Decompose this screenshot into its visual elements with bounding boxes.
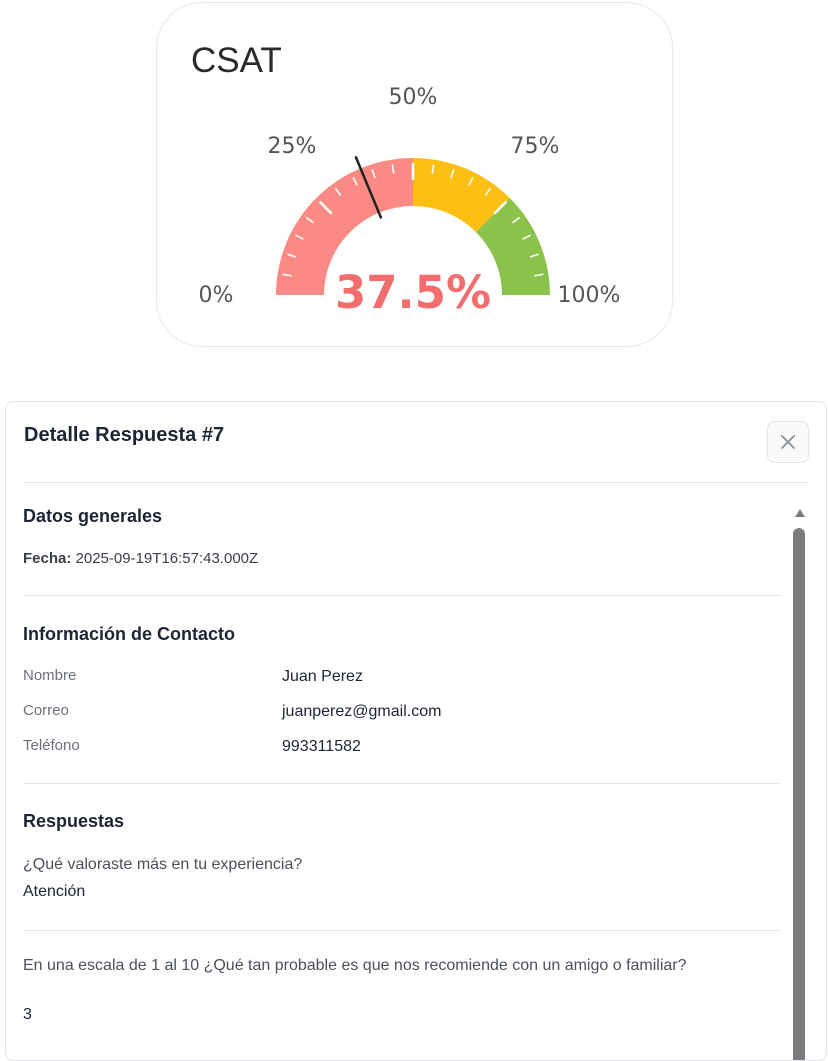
question-text: ¿Qué valoraste más en tu experiencia? — [23, 856, 303, 873]
gauge-labels: 0% 25% 50% 75% 100% — [199, 85, 621, 308]
gauge-value-label: 37.5% — [335, 266, 491, 319]
fecha-label: Fecha: — [23, 550, 72, 567]
contact-section-title: Información de Contacto — [23, 624, 781, 645]
gauge-tick — [484, 187, 492, 196]
gauge-segments — [276, 158, 550, 295]
answers-section-title: Respuestas — [23, 811, 781, 832]
gauge-segment-2 — [475, 198, 550, 295]
contact-key: Teléfono — [23, 737, 80, 754]
gauge-tick — [391, 164, 395, 174]
gauge-tick-label: 100% — [558, 283, 621, 308]
contact-value: 993311582 — [282, 738, 361, 755]
gauge-tick — [431, 164, 435, 174]
gauge-tick — [305, 216, 314, 224]
modal-body[interactable]: Datos generales Fecha: 2025-09-19T16:57:… — [6, 483, 796, 1060]
contact-value: juanperez@gmail.com — [282, 703, 442, 720]
contact-title: Información de Contacto — [23, 624, 236, 644]
contact-key: Correo — [23, 702, 69, 719]
gauge-tick — [534, 273, 544, 277]
gauge-ticks — [282, 163, 544, 277]
gauge-tick — [287, 253, 297, 258]
gauge-tick — [352, 177, 358, 186]
contact-key: Nombre — [23, 667, 77, 684]
gauge-needle — [354, 156, 383, 219]
answer-text: 3 — [23, 1006, 32, 1023]
gauge-tick-label: 75% — [511, 134, 560, 159]
csat-card: CSAT 0% 25% 50% 75% 100% 37.5% — [156, 2, 673, 347]
gauge-tick-label: 50% — [389, 85, 438, 110]
general-section-title: Datos generales — [23, 506, 781, 527]
answer-divider — [23, 930, 780, 931]
modal-title: Detalle Respuesta #7 — [24, 424, 225, 446]
gauge-tick — [295, 234, 304, 240]
csat-title: CSAT — [191, 41, 282, 80]
gauge-tick — [282, 273, 292, 277]
response-detail-modal: Detalle Respuesta #7 Datos generales Fec… — [5, 401, 827, 1061]
scrollbar-thumb[interactable] — [793, 528, 805, 1060]
answers-title: Respuestas — [23, 811, 125, 831]
csat-gauge: 0% 25% 50% 75% 100% 37.5% — [199, 85, 621, 319]
gauge-segment-0 — [276, 158, 413, 295]
gauge-segment-1 — [413, 158, 510, 233]
answer-text: Atención — [23, 883, 86, 900]
gauge-tick-label: 25% — [268, 134, 317, 159]
contact-row-phone: Teléfono 993311582 — [23, 737, 723, 759]
header-divider — [24, 482, 809, 483]
section-divider — [23, 595, 780, 596]
section-divider — [23, 783, 780, 784]
gauge-tick — [522, 234, 531, 240]
close-button[interactable] — [767, 421, 809, 463]
gauge-tick — [334, 187, 342, 196]
gauge-tick-label: 0% — [199, 283, 234, 308]
gauge-tick — [468, 177, 474, 186]
gauge-tick — [318, 200, 333, 215]
close-icon — [781, 435, 795, 449]
general-title: Datos generales — [23, 506, 163, 526]
question-text: En una escala de 1 al 10 ¿Qué tan probab… — [23, 957, 687, 974]
gauge-tick — [512, 216, 521, 224]
gauge-tick — [371, 169, 376, 179]
gauge-tick — [493, 200, 508, 215]
fecha-value: 2025-09-19T16:57:43.000Z — [75, 550, 259, 567]
contact-row-name: Nombre Juan Perez — [23, 667, 723, 689]
gauge-tick — [529, 253, 539, 258]
contact-value: Juan Perez — [282, 668, 363, 685]
contact-row-email: Correo juanperez@gmail.com — [23, 702, 723, 724]
gauge-tick — [450, 169, 455, 179]
scroll-up-arrow-icon[interactable] — [795, 509, 805, 517]
fecha-row: Fecha: 2025-09-19T16:57:43.000Z — [23, 550, 781, 567]
